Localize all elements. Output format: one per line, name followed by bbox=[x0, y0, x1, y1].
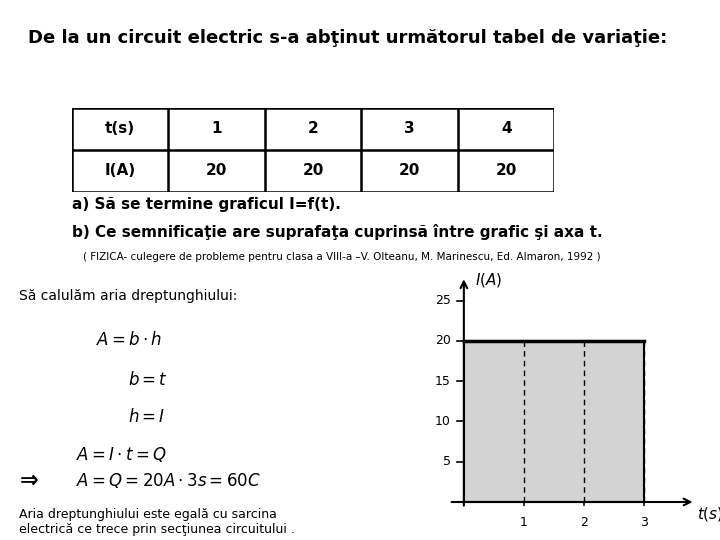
Text: 3: 3 bbox=[640, 516, 648, 530]
Text: $b = t$: $b = t$ bbox=[128, 370, 168, 389]
Bar bbox=[464, 341, 644, 502]
Text: 2: 2 bbox=[308, 122, 318, 137]
Text: $A = Q = 20A \cdot 3s = 60C$: $A = Q = 20A \cdot 3s = 60C$ bbox=[76, 471, 261, 490]
Text: 10: 10 bbox=[435, 415, 451, 428]
Text: Aria dreptunghiului este egală cu sarcina
electrică ce trece prin secţiunea circ: Aria dreptunghiului este egală cu sarcin… bbox=[19, 508, 295, 536]
Text: 20: 20 bbox=[206, 163, 228, 178]
Text: I(A): I(A) bbox=[104, 163, 136, 178]
Text: ⇒: ⇒ bbox=[19, 470, 38, 490]
Text: 4: 4 bbox=[501, 122, 511, 137]
Text: a) Să se termine graficul I=f(t).: a) Să se termine graficul I=f(t). bbox=[72, 197, 341, 212]
Text: ( FIZICA- culegere de probleme pentru clasa a VIII-a –V. Olteanu, M. Marinescu, : ( FIZICA- culegere de probleme pentru cl… bbox=[83, 252, 600, 262]
Text: 20: 20 bbox=[399, 163, 420, 178]
Text: $I(A)$: $I(A)$ bbox=[474, 272, 502, 289]
Text: $t(s)$: $t(s)$ bbox=[697, 505, 720, 523]
Text: 20: 20 bbox=[495, 163, 517, 178]
Text: 15: 15 bbox=[435, 375, 451, 388]
Text: b) Ce semnificaţie are suprafaţa cuprinsă între grafic şi axa t.: b) Ce semnificaţie are suprafaţa cuprins… bbox=[72, 224, 603, 240]
Text: 5: 5 bbox=[443, 455, 451, 468]
Text: 1: 1 bbox=[212, 122, 222, 137]
Text: 20: 20 bbox=[302, 163, 324, 178]
Text: 1: 1 bbox=[520, 516, 528, 530]
Text: 20: 20 bbox=[435, 334, 451, 347]
Text: 25: 25 bbox=[435, 294, 451, 307]
Text: 3: 3 bbox=[405, 122, 415, 137]
Text: $A = b \cdot h$: $A = b \cdot h$ bbox=[96, 331, 162, 349]
Text: $h = I$: $h = I$ bbox=[128, 408, 166, 426]
Text: De la un circuit electric s-a abţinut următorul tabel de variaţie:: De la un circuit electric s-a abţinut ur… bbox=[28, 29, 667, 47]
Text: $A = I \cdot t = Q$: $A = I \cdot t = Q$ bbox=[76, 444, 166, 464]
Text: 2: 2 bbox=[580, 516, 588, 530]
Text: t(s): t(s) bbox=[105, 122, 135, 137]
Text: Să calulăm aria dreptunghiului:: Să calulăm aria dreptunghiului: bbox=[19, 288, 238, 302]
